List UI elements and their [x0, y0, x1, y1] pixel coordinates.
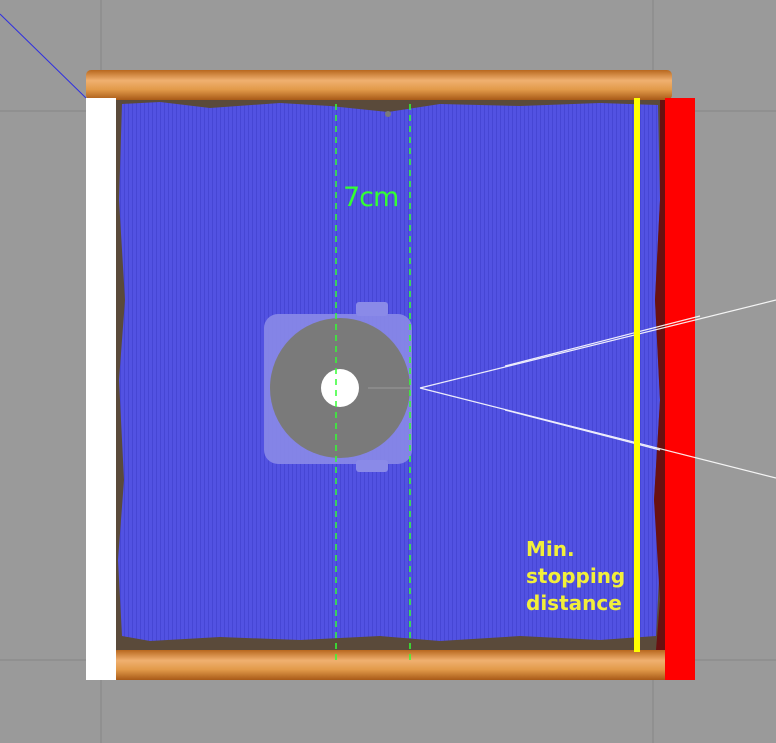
min-stopping-distance-line	[634, 98, 640, 652]
right-wall	[665, 98, 695, 680]
laser-rays-right	[419, 299, 776, 479]
laser-ray-line	[0, 13, 87, 99]
robot	[264, 302, 412, 472]
robot-sensor	[321, 369, 359, 407]
right-wall-shadow	[654, 100, 668, 650]
stopping-label-line-2: stopping	[526, 564, 626, 588]
stopping-label-line-1: Min.	[526, 537, 575, 561]
stopping-distance-label: Min. stopping distance	[526, 536, 636, 617]
stopping-label-line-3: distance	[526, 591, 622, 615]
width-label: 7cm	[343, 182, 399, 213]
wooden-rail-bottom	[112, 650, 670, 680]
width-guide-lines	[335, 104, 411, 662]
left-wall	[86, 98, 116, 680]
wooden-rail-top	[86, 70, 672, 100]
